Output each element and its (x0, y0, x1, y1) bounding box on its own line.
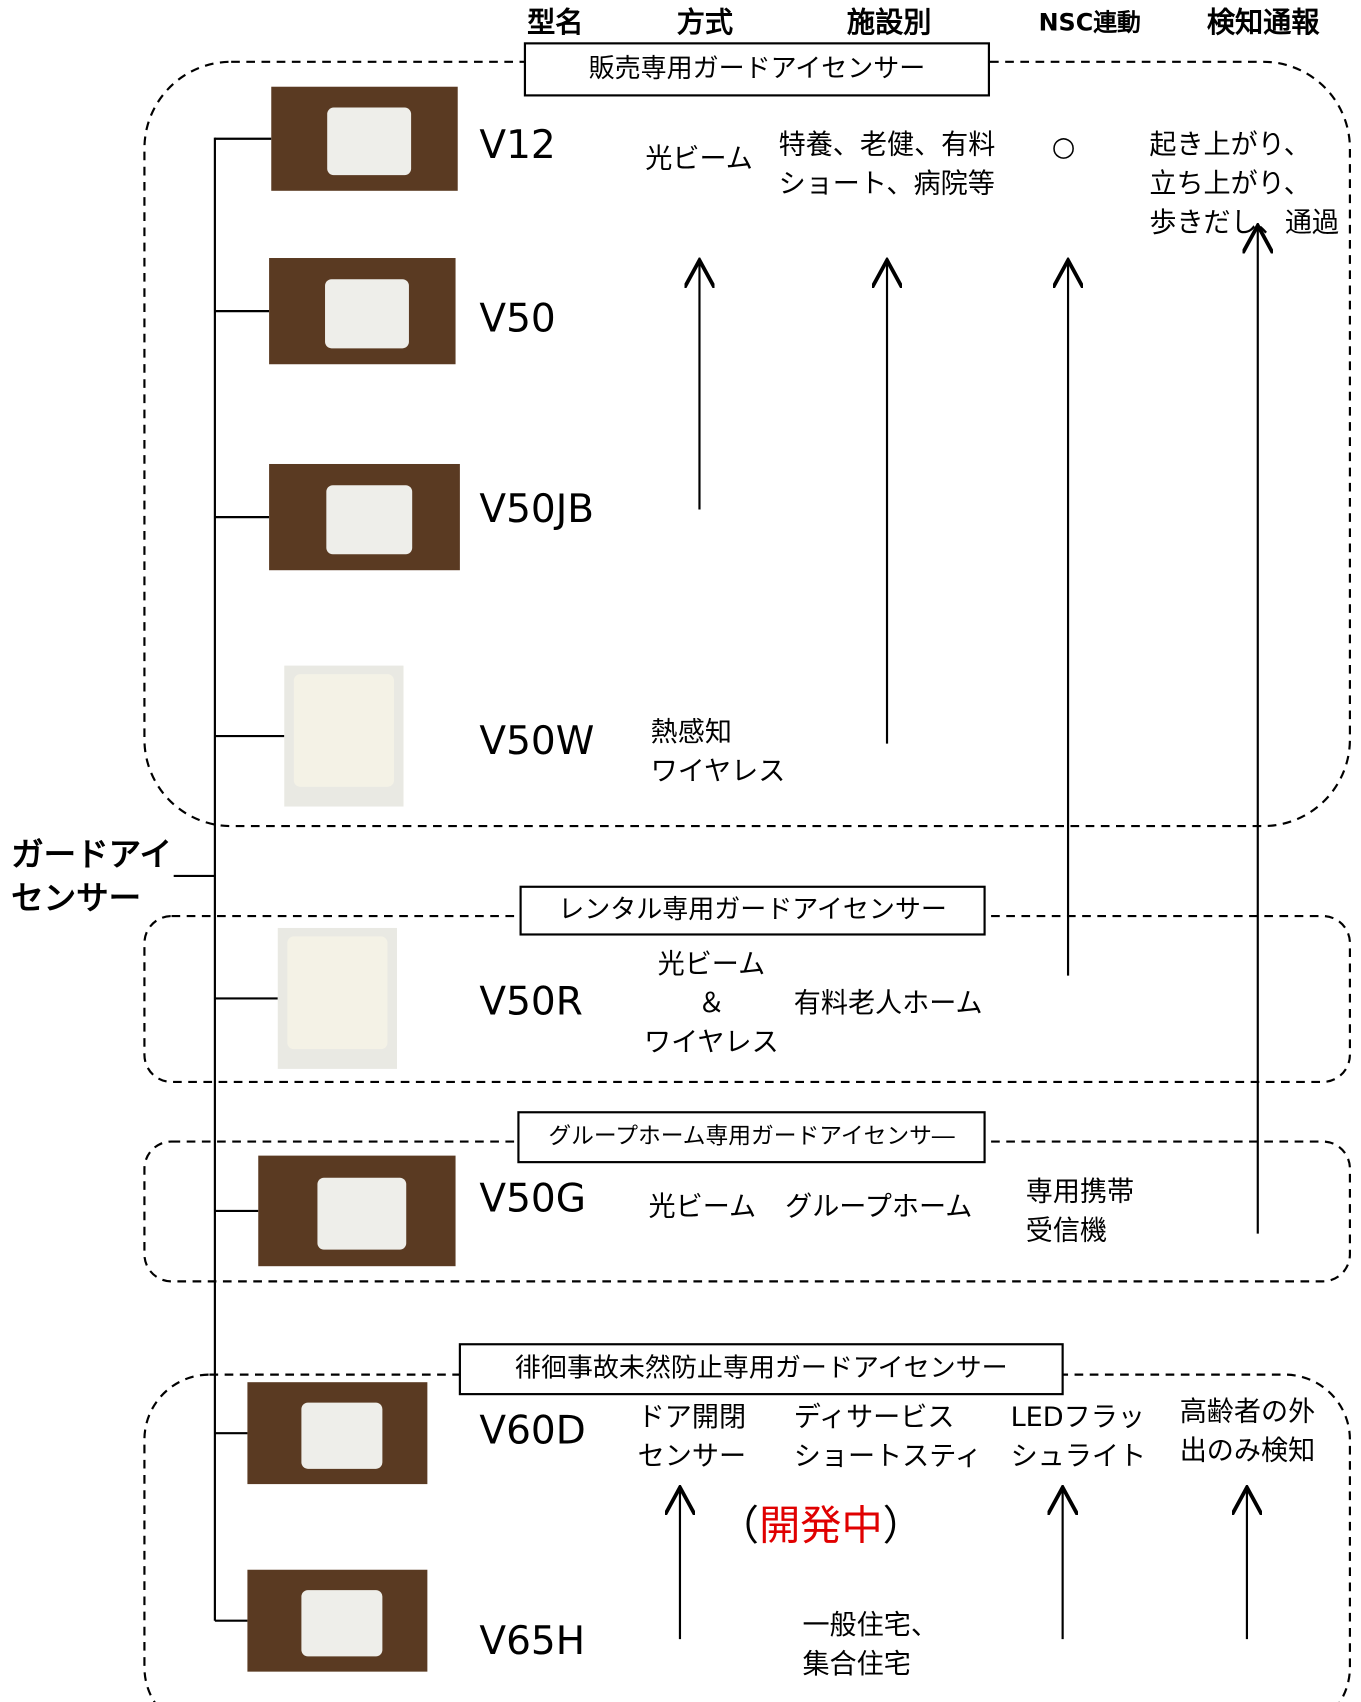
device (301, 1590, 383, 1657)
model-name: V60D (479, 1409, 585, 1454)
note: 光ビーム (645, 143, 753, 174)
note: 有料老人ホーム (794, 987, 983, 1018)
note: 専用携帯受信機 (1026, 1176, 1134, 1246)
note-line: 一般住宅、 (802, 1610, 937, 1641)
note-line: ワイヤレス (644, 1026, 779, 1057)
note: ドア開閉センサー (638, 1401, 746, 1471)
note: 一般住宅、集合住宅 (802, 1610, 937, 1680)
column-header: NSC連動 (1039, 8, 1141, 36)
note: ○ (1052, 131, 1076, 162)
column-header: 施設別 (847, 6, 932, 39)
group-title: グループホーム専用ガードアイセンサ― (548, 1124, 955, 1150)
note-line: グループホーム (785, 1191, 972, 1222)
note-line: シュライト (1011, 1440, 1146, 1471)
group-title-box (523, 42, 991, 97)
note-line: ○ (1052, 131, 1076, 162)
note-line: 専用携帯 (1026, 1176, 1134, 1207)
model-name: V50G (479, 1177, 586, 1222)
device (325, 279, 409, 349)
note-line: 熱感知 (651, 716, 732, 747)
note-line: 光ビーム (649, 1191, 757, 1222)
note-line: 起き上がり、 (1149, 129, 1310, 160)
group-title-box (519, 885, 986, 936)
note-line: 受信機 (1026, 1215, 1107, 1246)
status-paren: （ (718, 1502, 759, 1550)
column-header: 方式 (677, 6, 733, 39)
note-line: 集合住宅 (802, 1649, 910, 1680)
model-name: V65H (479, 1619, 585, 1664)
note-line: LEDフラッ (1011, 1401, 1145, 1432)
note-line: ドア開閉 (638, 1401, 746, 1432)
group-title: 徘徊事故未然防止専用ガードアイセンサー (515, 1354, 1008, 1384)
group-title: 販売専用ガードアイセンサー (589, 54, 926, 84)
group-box (143, 914, 1352, 1083)
model-name: V50 (479, 296, 555, 341)
device (326, 485, 413, 555)
root-line: センサー (11, 879, 141, 917)
model-name: V50W (479, 719, 594, 764)
note-line: ショート、病院等 (779, 168, 995, 199)
note-line: 光ビーム (645, 143, 753, 174)
device (293, 674, 394, 787)
group-title: レンタル専用ガードアイセンサー (558, 895, 947, 925)
note: 起き上がり、立ち上がり、歩きだし、通過 (1149, 129, 1339, 238)
note: 光ビーム ＆ ワイヤレス (644, 948, 779, 1057)
device (287, 936, 388, 1050)
device (301, 1402, 383, 1469)
device (317, 1177, 407, 1250)
model-name: V50JB (479, 487, 594, 532)
device (327, 107, 412, 176)
status: （開発中） (718, 1502, 924, 1550)
note-line: 立ち上がり、 (1149, 168, 1310, 199)
model-name: V50R (479, 979, 582, 1024)
note: LEDフラッシュライト (1011, 1401, 1146, 1471)
status-paren: ） (883, 1502, 924, 1550)
note-line: 光ビーム (658, 948, 766, 979)
model-name: V12 (479, 123, 555, 168)
group-title-box (517, 1111, 986, 1164)
note: 特養、老健、有料ショート、病院等 (779, 129, 996, 199)
note: 高齢者の外出のみ検知 (1180, 1396, 1315, 1466)
note-line: 高齢者の外 (1180, 1396, 1315, 1427)
note-line: ワイヤレス (651, 755, 786, 786)
group-title-box (458, 1343, 1064, 1396)
column-header: 型名 (527, 6, 583, 39)
note-line: ＆ (698, 987, 725, 1018)
note: ディサービスショートスティ (794, 1401, 982, 1471)
note-line: センサー (638, 1440, 746, 1471)
note-line: 歩きだし、通過 (1149, 207, 1339, 238)
root-label: ガードアイセンサー (11, 835, 172, 916)
note: グループホーム (785, 1191, 972, 1222)
note-line: 有料老人ホーム (794, 987, 983, 1018)
column-header: 検知通報 (1207, 6, 1321, 39)
root-line: ガードアイ (11, 835, 172, 873)
note-line: 出のみ検知 (1180, 1435, 1315, 1466)
group-box (143, 1140, 1352, 1283)
note: 光ビーム (649, 1191, 757, 1222)
note-line: ディサービス (794, 1401, 955, 1432)
note: 熱感知ワイヤレス (651, 716, 786, 786)
note-line: ショートスティ (794, 1440, 982, 1471)
note-line: 特養、老健、有料 (779, 129, 996, 160)
status-text: 開発中 (759, 1502, 883, 1550)
